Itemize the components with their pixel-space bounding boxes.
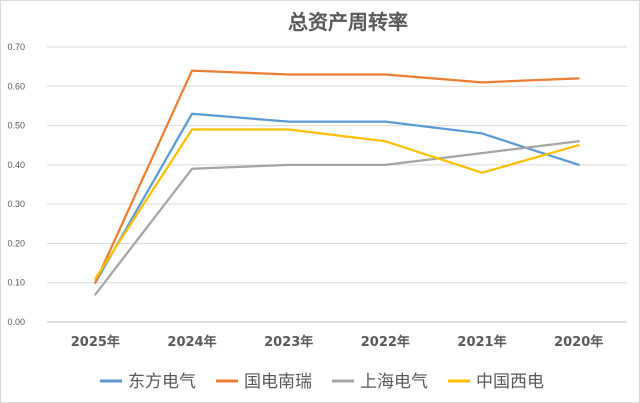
y-tick-label: 0.40	[7, 160, 25, 170]
gridlines	[47, 46, 627, 323]
x-tick-label: 2023年	[264, 334, 313, 350]
legend-label: 东方电气	[128, 372, 196, 392]
chart-title: 总资产周转率	[288, 10, 408, 34]
x-tick-label: 2024年	[167, 334, 216, 350]
legend: 东方电气 国电南瑞 上海电气 中国西电	[100, 372, 544, 392]
series-line	[94, 112, 580, 284]
y-tick-label: 0.10	[7, 278, 25, 288]
x-tick-label: 2020年	[554, 334, 603, 350]
y-tick-label: 0.70	[7, 42, 25, 52]
legend-label: 上海电气	[360, 372, 428, 392]
y-axis-ticks: 0.00 0.10 0.20 0.30 0.40 0.50 0.60 0.70	[7, 42, 25, 327]
y-tick-label: 0.60	[7, 81, 25, 91]
x-axis-ticks: 2025年 2024年 2023年 2022年 2021年 2020年	[71, 334, 604, 350]
x-tick-label: 2021年	[457, 334, 506, 350]
y-tick-label: 0.00	[7, 317, 25, 327]
series-lines	[94, 69, 580, 296]
y-tick-label: 0.30	[7, 199, 25, 209]
legend-label: 国电南瑞	[244, 372, 312, 392]
y-tick-label: 0.20	[7, 238, 25, 248]
x-tick-label: 2022年	[361, 334, 410, 350]
legend-label: 中国西电	[476, 372, 544, 392]
series-line	[94, 140, 580, 296]
x-tick-label: 2025年	[71, 334, 120, 350]
series-line	[94, 69, 580, 284]
series-line	[94, 128, 580, 280]
y-tick-label: 0.50	[7, 121, 25, 131]
